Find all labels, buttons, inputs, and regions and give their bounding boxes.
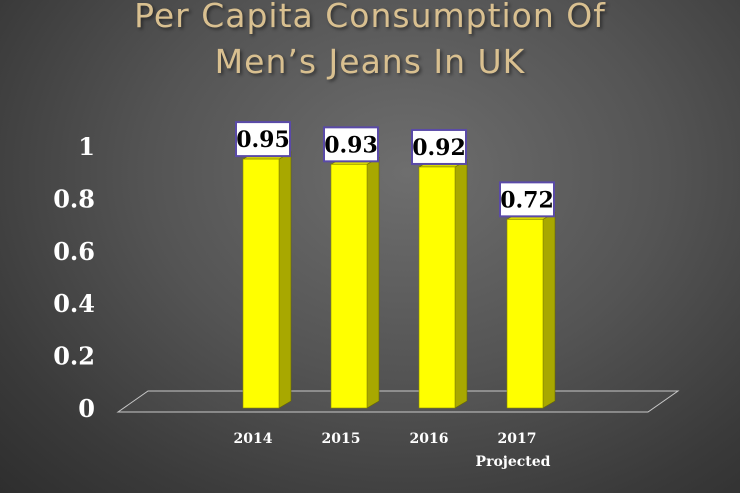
data-label: 0.95 [236, 127, 290, 153]
y-tick-label: 0.6 [53, 237, 95, 266]
y-tick-label: 0 [78, 394, 95, 423]
chart-title-line-1: Per Capita Consumption Of [134, 0, 606, 35]
data-label: 0.92 [412, 135, 466, 161]
x-tick-label: 2015 [322, 431, 361, 447]
bar [330, 164, 368, 409]
x-tick-label: 2014 [234, 431, 273, 447]
bar [242, 158, 280, 409]
data-label-box [411, 128, 467, 165]
data-label: 0.93 [324, 132, 378, 158]
y-tick-label: 0.8 [53, 184, 95, 213]
chart-floor [116, 390, 680, 413]
data-label: 0.72 [500, 187, 554, 213]
bar [506, 219, 544, 409]
bar-side [454, 159, 468, 409]
x-tick-label: 2016 [410, 431, 449, 447]
y-tick-label: 0.4 [53, 289, 95, 318]
x-tick-label: 2017 [498, 431, 537, 447]
y-tick-label: 1 [78, 132, 95, 161]
data-label-box [499, 181, 555, 218]
bar [418, 166, 456, 409]
data-label-box [235, 121, 291, 158]
data-label-box [323, 126, 379, 163]
bar-side [366, 156, 380, 409]
bar-side [278, 151, 292, 409]
y-tick-label: 0.2 [53, 342, 95, 371]
bar-side [542, 211, 556, 409]
chart-title-line-2: Men’s Jeans In UK [214, 42, 526, 81]
x-tick-sublabel: Projected [476, 454, 551, 470]
